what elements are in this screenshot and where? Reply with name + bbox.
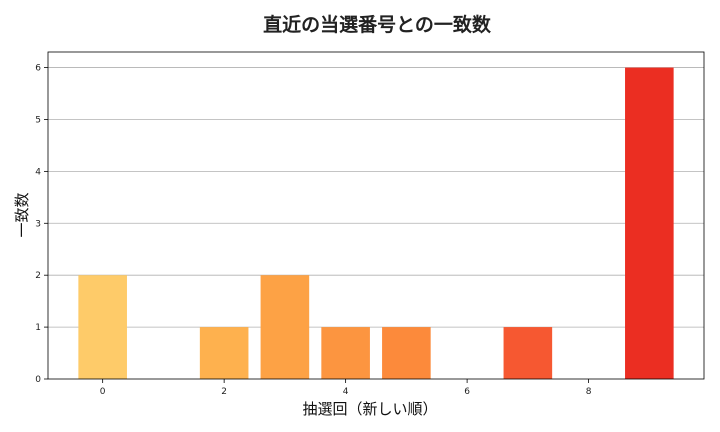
y-tick-label-1: 1 <box>35 323 41 333</box>
bar-3 <box>260 275 310 379</box>
x-axis-ticks: 0 2 4 6 8 <box>100 379 592 397</box>
x-tick-label-6: 6 <box>464 387 470 397</box>
y-tick-label-4: 4 <box>35 167 41 177</box>
bar-2 <box>199 327 249 379</box>
grid-lines <box>48 67 704 328</box>
x-tick-label-2: 2 <box>221 387 227 397</box>
y-axis-label: 一致数 <box>13 192 31 237</box>
bar-7 <box>503 327 553 379</box>
plot-frame <box>47 51 705 380</box>
bar-4 <box>321 327 370 379</box>
bars <box>78 67 674 380</box>
x-axis-label: 抽選回（新しい順） <box>302 400 437 418</box>
x-tick-label-0: 0 <box>100 387 106 397</box>
bar-0 <box>78 275 127 379</box>
bar-5 <box>382 327 431 379</box>
chart-title: 直近の当選番号との一致数 <box>263 13 492 36</box>
y-tick-label-0: 0 <box>35 375 41 385</box>
y-tick-label-6: 6 <box>35 64 41 74</box>
x-tick-label-4: 4 <box>343 387 349 397</box>
y-tick-label-2: 2 <box>35 271 41 281</box>
y-tick-label-5: 5 <box>35 115 41 125</box>
y-tick-label-3: 3 <box>35 219 41 229</box>
x-tick-label-8: 8 <box>586 387 592 397</box>
bar-9 <box>625 67 674 380</box>
y-axis-ticks: 0 1 2 3 4 5 6 <box>35 64 48 385</box>
